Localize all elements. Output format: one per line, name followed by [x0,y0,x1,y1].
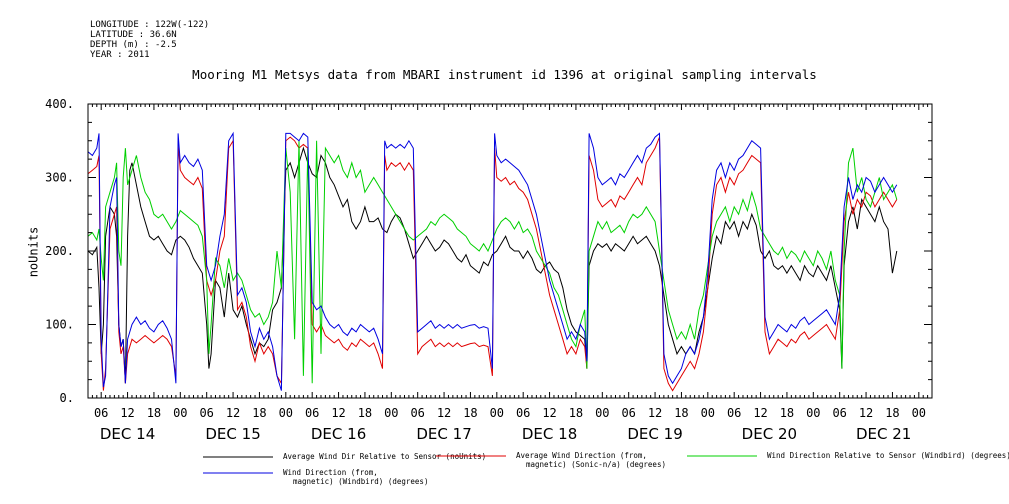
y-tick-label-4: 400. [45,97,74,111]
meta-year: YEAR : 2011 [90,50,150,60]
x-tick-label-11: 00 [384,406,398,420]
x-tick-label-24: 06 [727,406,741,420]
x-tick-label-3: 00 [173,406,187,420]
x-tick-label-25: 12 [753,406,767,420]
plot-frame [87,103,933,399]
x-day-label-3: DEC 17 [416,425,471,443]
metadata-block: LONGITUDE : 122W(-122) LATITUDE : 36.6N … [90,20,209,60]
x-day-label-4: DEC 18 [522,425,577,443]
x-tick-label-21: 12 [648,406,662,420]
x-tick-label-4: 06 [199,406,213,420]
x-tick-label-23: 00 [701,406,715,420]
legend-label-3-0: Wind Direction (from, [283,468,378,477]
y-tick-label-0: 0. [60,391,74,405]
series-line-0 [87,146,898,384]
x-day-label-0: DEC 14 [100,425,155,443]
legend-layer: Average Wind Dir Relative to Sensor (noU… [203,451,1009,486]
series-layer [87,131,898,392]
legend-label-0-0: Average Wind Dir Relative to Sensor (noU… [283,452,486,461]
series-line-3 [87,131,898,391]
x-tick-label-31: 00 [912,406,926,420]
x-tick-label-29: 12 [859,406,873,420]
x-tick-label-0: 06 [94,406,108,420]
y-tick-label-3: 300. [45,171,74,185]
series-line-2 [87,140,898,384]
x-tick-label-20: 06 [621,406,635,420]
x-tick-label-26: 18 [780,406,794,420]
x-day-label-5: DEC 19 [627,425,682,443]
x-tick-label-5: 12 [226,406,240,420]
x-tick-label-12: 06 [410,406,424,420]
x-tick-label-19: 00 [595,406,609,420]
x-tick-label-8: 06 [305,406,319,420]
x-tick-label-16: 06 [516,406,530,420]
x-tick-label-7: 00 [279,406,293,420]
x-tick-label-17: 12 [542,406,556,420]
x-tick-label-2: 18 [147,406,161,420]
y-tick-label-2: 200. [45,244,74,258]
x-tick-label-27: 00 [806,406,820,420]
meta-longitude: LONGITUDE : 122W(-122) [90,20,210,30]
x-day-label-1: DEC 15 [205,425,260,443]
x-tick-label-6: 18 [252,406,266,420]
legend-label-2-0: Wind Direction Relative to Sensor (Windb… [767,451,1009,460]
meta-depth: DEPTH (m) : -2.5 [90,40,177,50]
legend-label-3-1: magnetic) (Windbird) (degrees) [293,477,428,486]
axis-layer: 0. 100. 200. 300. 400. 06 12 18 00 06 12 18 00 06 12 18… [45,97,933,443]
meta-latitude: LATITUDE : 36.6N [90,30,177,40]
x-tick-label-22: 18 [674,406,688,420]
x-tick-label-28: 06 [832,406,846,420]
y-tick-label-1: 100. [45,318,74,332]
x-tick-label-14: 18 [463,406,477,420]
x-tick-label-10: 18 [358,406,372,420]
legend-label-1-0: Average Wind Direction (from, [516,451,647,460]
x-tick-label-18: 18 [569,406,583,420]
x-tick-label-1: 12 [120,406,134,420]
x-tick-label-13: 12 [437,406,451,420]
legend-label-1-1: magnetic) (Sonic-n/a) (degrees) [526,460,666,469]
x-day-label-2: DEC 16 [311,425,366,443]
x-tick-label-15: 00 [490,406,504,420]
x-tick-label-9: 12 [331,406,345,420]
x-day-label-7: DEC 21 [856,425,911,443]
x-day-label-6: DEC 20 [742,425,797,443]
series-line-1 [87,136,898,392]
x-tick-label-30: 18 [885,406,899,420]
chart-title: Mooring M1 Metsys data from MBARI instru… [192,67,817,82]
